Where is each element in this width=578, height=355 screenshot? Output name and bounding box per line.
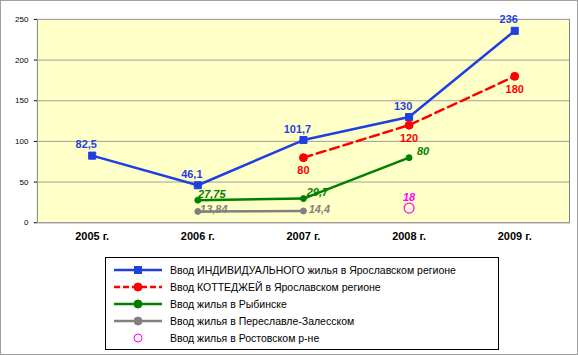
html-text:Ввод жилья в Переславле-Залесс: Ввод жилья в Переславле-Залесском [170,314,355,327]
svg-text:100: 100 [15,137,29,146]
svg-text:46,1: 46,1 [181,168,202,180]
svg-text:80: 80 [297,164,309,176]
svg-text:29,7: 29,7 [306,186,329,198]
svg-text:2008 г.: 2008 г. [392,230,426,242]
svg-text:130: 130 [394,100,412,112]
svg-text:2006 г.: 2006 г. [181,230,215,242]
svg-text:18: 18 [403,191,416,203]
svg-text:80: 80 [417,145,429,157]
svg-text:0: 0 [24,218,29,227]
svg-text:2005 г.: 2005 г. [75,230,109,242]
svg-text:101,7: 101,7 [284,123,311,135]
html-text:Ввод КОТТЕДЖЕЙ в Ярославском р: Ввод КОТТЕДЖЕЙ в Ярославском регионе [170,280,381,293]
html-text:Ввод жилья в Рыбинске: Ввод жилья в Рыбинске [170,297,287,310]
svg-text:236: 236 [500,13,518,25]
svg-text:27,75: 27,75 [197,188,226,200]
svg-text:13,84: 13,84 [200,203,227,215]
svg-text:2009 г.: 2009 г. [498,230,532,242]
svg-text:180: 180 [506,83,524,95]
svg-text:82,5: 82,5 [76,138,97,150]
svg-text:120: 120 [400,132,418,144]
svg-text:200: 200 [15,56,29,65]
html-text:Ввод жилья в Ростовском р-не: Ввод жилья в Ростовском р-не [170,331,320,344]
svg-text:14,4: 14,4 [309,203,330,215]
svg-text:50: 50 [20,178,29,187]
svg-text:250: 250 [15,15,29,24]
svg-text:2007 г.: 2007 г. [286,230,320,242]
html-text:Ввод ИНДИВИДУАЛЬНОГО жилья в Я: Ввод ИНДИВИДУАЛЬНОГО жилья в Ярославском… [170,263,456,276]
svg-text:150: 150 [15,96,29,105]
